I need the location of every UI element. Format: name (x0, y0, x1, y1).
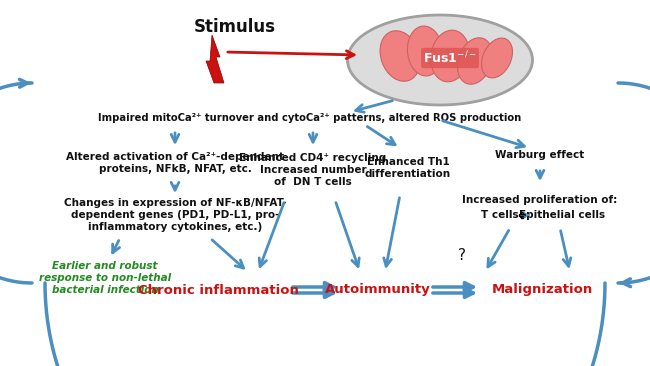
Text: Warburg effect: Warburg effect (495, 150, 584, 160)
FancyBboxPatch shape (521, 212, 523, 218)
Text: Epithelial cells: Epithelial cells (519, 210, 605, 220)
Text: ?: ? (458, 247, 466, 262)
Text: Earlier and robust
response to non-lethal
bacterial infection: Earlier and robust response to non-letha… (39, 261, 171, 295)
Polygon shape (206, 35, 224, 83)
Text: Altered activation of Ca²⁺-dependent
proteins, NFkB, NFAT, etc.: Altered activation of Ca²⁺-dependent pro… (66, 152, 284, 174)
Text: Chronic inflammation: Chronic inflammation (138, 284, 298, 296)
Text: Autoimmunity: Autoimmunity (325, 284, 431, 296)
Text: Impaired mitoCa²⁺ turnover and cytoCa²⁺ patterns, altered ROS production: Impaired mitoCa²⁺ turnover and cytoCa²⁺ … (98, 113, 521, 123)
Text: Stimulus: Stimulus (194, 18, 276, 36)
FancyBboxPatch shape (519, 214, 525, 216)
Ellipse shape (380, 31, 420, 81)
Ellipse shape (348, 15, 532, 105)
Text: Enhanced Th1
differentiation: Enhanced Th1 differentiation (365, 157, 451, 179)
Text: Enhanced CD4⁺ recycling
Increased number
of  DN T cells: Enhanced CD4⁺ recycling Increased number… (239, 153, 387, 187)
Ellipse shape (458, 38, 493, 84)
Ellipse shape (482, 38, 512, 78)
Text: Increased proliferation of:: Increased proliferation of: (462, 195, 618, 205)
Text: Changes in expression of NF-κB/NFAT-
dependent genes (PD1, PD-L1, pro-
inflammat: Changes in expression of NF-κB/NFAT- dep… (64, 198, 286, 232)
Text: T cells: T cells (481, 210, 519, 220)
Text: Malignization: Malignization (491, 284, 593, 296)
Ellipse shape (408, 26, 443, 76)
Text: Fus1$^{-/-}$: Fus1$^{-/-}$ (423, 50, 477, 66)
Ellipse shape (431, 30, 469, 82)
